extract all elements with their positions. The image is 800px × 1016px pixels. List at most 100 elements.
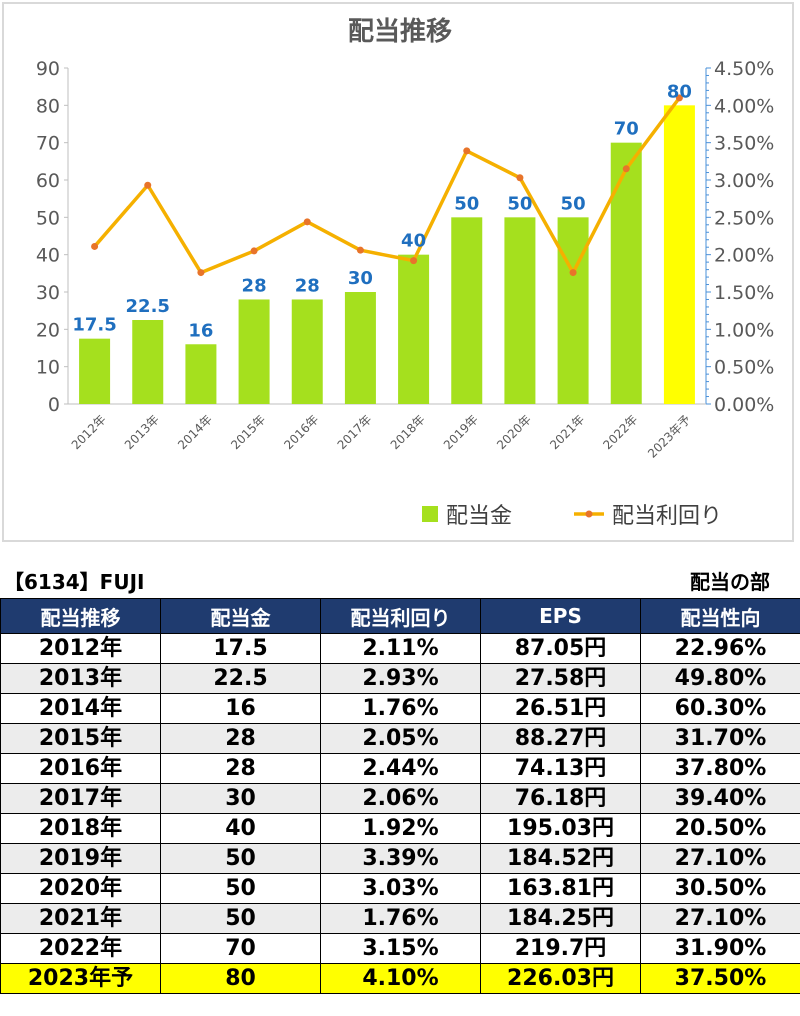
chart-title: 配当推移 [348, 17, 452, 47]
cell-yield: 2.06% [320, 783, 481, 814]
x-tick-label: 2017年 [335, 412, 375, 452]
cell-yield: 2.11% [320, 633, 481, 664]
cell-yield: 2.93% [320, 663, 481, 694]
table-row: 2023年予 80 4.10% 226.03円 37.50% [0, 963, 800, 994]
legend-bar-swatch [422, 506, 438, 522]
cell-dividend: 28 [160, 723, 321, 754]
y2-tick-label: 4.50% [714, 58, 774, 80]
bar-2015年 [238, 299, 270, 404]
column-header-eps: EPS [480, 598, 641, 634]
cell-payout: 37.50% [640, 963, 800, 994]
yield-point-2018年 [410, 257, 418, 265]
cell-payout: 30.50% [640, 873, 800, 904]
y2-tick-label: 2.50% [714, 207, 774, 229]
data-label: 50 [454, 193, 479, 214]
yield-point-2021年 [569, 269, 577, 277]
yield-point-2022年 [622, 165, 630, 173]
y-tick-label: 90 [36, 58, 60, 80]
yield-point-2020年 [516, 174, 524, 182]
table-row: 2012年 17.5 2.11% 87.05円 22.96% [0, 633, 800, 664]
y2-tick-label: 3.50% [714, 133, 774, 155]
column-header-payout: 配当性向 [640, 598, 800, 634]
bar-2013年 [132, 320, 164, 404]
x-tick-label: 2020年 [494, 412, 534, 452]
cell-yield: 1.92% [320, 813, 481, 844]
bar-2020年 [504, 217, 536, 404]
cell-yield: 2.44% [320, 753, 481, 784]
cell-year: 2021年 [0, 903, 161, 934]
y-tick-label: 0 [48, 394, 60, 416]
table-body: 2012年 17.5 2.11% 87.05円 22.96% 2013年 22.5 2.93%… [0, 633, 800, 994]
cell-yield: 1.76% [320, 903, 481, 934]
cell-dividend: 16 [160, 693, 321, 724]
cell-year: 2023年予 [0, 963, 161, 994]
cell-eps: 184.25円 [480, 903, 641, 934]
cell-payout: 27.10% [640, 903, 800, 934]
ticker-label: 【6134】FUJI [4, 570, 145, 594]
y2-tick-label: 1.00% [714, 319, 774, 341]
data-label: 28 [242, 275, 267, 296]
yield-point-2023年予 [675, 94, 683, 102]
cell-payout: 39.40% [640, 783, 800, 814]
yield-point-2019年 [463, 147, 471, 155]
cell-dividend: 80 [160, 963, 321, 994]
cell-eps: 74.13円 [480, 753, 641, 784]
bar-2019年 [451, 217, 483, 404]
y-tick-label: 20 [36, 319, 60, 341]
cell-yield: 2.05% [320, 723, 481, 754]
cell-payout: 27.10% [640, 843, 800, 874]
bar-2014年 [185, 344, 217, 404]
table-row: 2017年 30 2.06% 76.18円 39.40% [0, 783, 800, 814]
table-row: 2020年 50 3.03% 163.81円 30.50% [0, 873, 800, 904]
cell-payout: 31.70% [640, 723, 800, 754]
data-label: 50 [507, 193, 532, 214]
cell-eps: 184.52円 [480, 843, 641, 874]
dividend-table: 配当推移 配当金 配当利回り EPS 配当性向 2012年 17.5 2.11% 87… [0, 598, 800, 994]
x-tick-label: 2018年 [388, 412, 428, 452]
y2-tick-label: 0.00% [714, 394, 774, 416]
table-row: 2016年 28 2.44% 74.13円 37.80% [0, 753, 800, 784]
cell-eps: 26.51円 [480, 693, 641, 724]
bar-2018年 [398, 254, 430, 404]
cell-eps: 87.05円 [480, 633, 641, 664]
table-row: 2021年 50 1.76% 184.25円 27.10% [0, 903, 800, 934]
table-header-row: 配当推移 配当金 配当利回り EPS 配当性向 [0, 598, 800, 634]
cell-dividend: 30 [160, 783, 321, 814]
data-label: 50 [561, 193, 586, 214]
cell-payout: 31.90% [640, 933, 800, 964]
data-label: 70 [614, 119, 639, 140]
cell-yield: 4.10% [320, 963, 481, 994]
y2-tick-label: 0.50% [714, 357, 774, 379]
y-tick-label: 50 [36, 207, 60, 229]
x-tick-label: 2021年 [547, 412, 587, 452]
cell-eps: 195.03円 [480, 813, 641, 844]
yield-point-2017年 [356, 246, 364, 254]
cell-yield: 3.03% [320, 873, 481, 904]
x-tick-label: 2023年予 [645, 412, 693, 460]
cell-eps: 76.18円 [480, 783, 641, 814]
y-tick-label: 60 [36, 170, 60, 192]
yield-point-2014年 [197, 269, 205, 277]
bar-2017年 [344, 292, 376, 404]
y-tick-label: 80 [36, 95, 60, 117]
bar-2022年 [610, 142, 642, 404]
cell-yield: 1.76% [320, 693, 481, 724]
yield-point-2012年 [91, 242, 99, 250]
y-tick-label: 40 [36, 245, 60, 267]
column-header-dividend: 配当金 [160, 598, 321, 634]
y-tick-label: 70 [36, 133, 60, 155]
bar-2012年 [79, 338, 111, 404]
cell-year: 2013年 [0, 663, 161, 694]
cell-dividend: 50 [160, 843, 321, 874]
cell-yield: 3.15% [320, 933, 481, 964]
cell-year: 2022年 [0, 933, 161, 964]
cell-payout: 20.50% [640, 813, 800, 844]
x-tick-label: 2019年 [441, 412, 481, 452]
table-row: 2018年 40 1.92% 195.03円 20.50% [0, 813, 800, 844]
cell-dividend: 28 [160, 753, 321, 784]
yield-point-2015年 [250, 247, 258, 255]
y2-tick-label: 4.00% [714, 95, 774, 117]
data-label: 28 [295, 275, 320, 296]
cell-eps: 88.27円 [480, 723, 641, 754]
y-tick-label: 10 [36, 357, 60, 379]
